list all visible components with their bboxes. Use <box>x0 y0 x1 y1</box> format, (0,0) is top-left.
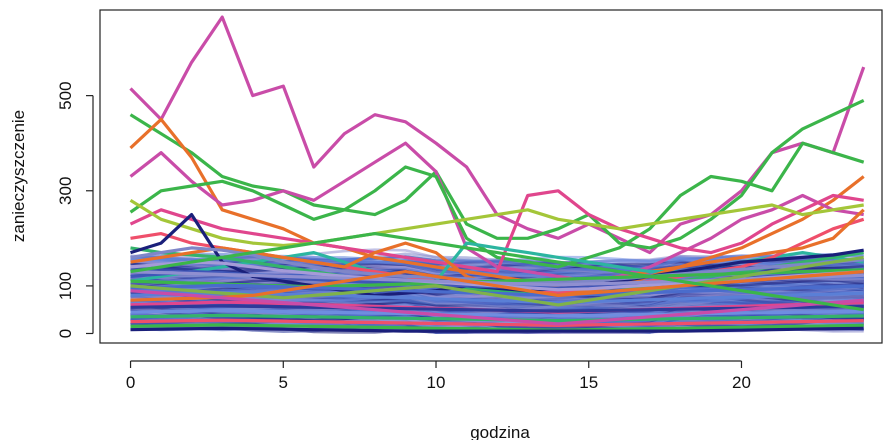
x-axis: 0 5 10 15 20 <box>126 360 751 392</box>
series-line-17 <box>130 291 864 305</box>
series-line-24 <box>130 323 864 332</box>
series-line-1 <box>129 15 866 255</box>
series-line-28 <box>130 270 864 302</box>
series-line-5 <box>129 141 865 269</box>
series-line-10 <box>130 246 864 297</box>
series-line-2 <box>129 98 865 250</box>
x-axis-title: godzina <box>470 423 530 440</box>
series-line-29 <box>130 289 864 326</box>
y-axis-title: zanieczyszczenie <box>9 110 28 242</box>
y-tick-label: 300 <box>56 177 75 205</box>
x-tick-label: 5 <box>279 373 288 392</box>
series-line-7 <box>129 198 864 248</box>
y-axis: 0 100 300 500 <box>56 81 94 338</box>
y-tick-label: 500 <box>56 81 75 109</box>
series-line-3 <box>129 117 865 288</box>
series-line-6 <box>129 189 864 274</box>
x-tick-label: 10 <box>427 373 446 392</box>
series-line-26 <box>130 270 864 287</box>
plot-frame <box>99 9 883 344</box>
x-tick-label: 15 <box>579 373 598 392</box>
series-line-30 <box>130 232 864 312</box>
series-line-25 <box>130 326 864 333</box>
series-line-4 <box>129 141 864 283</box>
x-tick-label: 20 <box>732 373 751 392</box>
x-tick-label: 0 <box>126 373 135 392</box>
series-line-21 <box>130 309 864 318</box>
series-line-23 <box>130 318 864 327</box>
y-tick-label: 0 <box>56 329 75 338</box>
series-layer <box>129 15 866 334</box>
y-tick-label: 100 <box>56 272 75 300</box>
